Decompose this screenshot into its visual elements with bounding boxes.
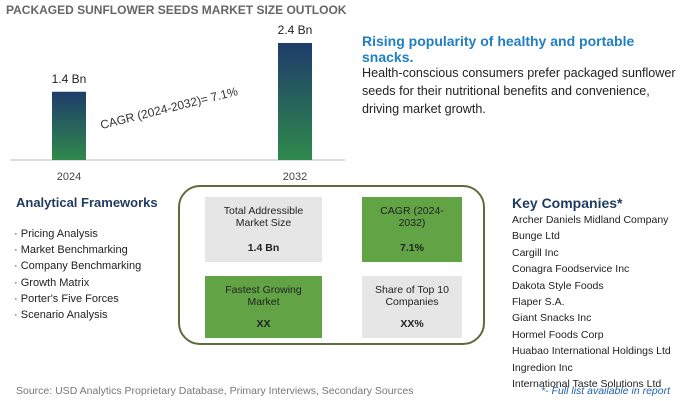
chart: CAGR (2024-2032)= 7.1% 1.4 Bn 2024 2.4 Bn 2… <box>10 23 345 183</box>
framework-item: · Market Benchmarking <box>14 244 128 257</box>
company-item: Conagra Foodservice Inc <box>512 263 630 276</box>
x-tick-label: 2024 <box>57 171 81 183</box>
company-item: Dakota Style Foods <box>512 279 604 292</box>
x-tick-label: 2032 <box>283 171 307 183</box>
metric-value: XX <box>256 318 271 330</box>
bar <box>278 43 312 160</box>
company-item: Hormel Foods Corp <box>512 328 604 341</box>
frameworks-title: Analytical Frameworks <box>16 195 158 210</box>
metric-value: 7.1% <box>400 242 424 254</box>
cagr-annotation: CAGR (2024-2032)= 7.1% <box>99 84 240 132</box>
framework-text: Scenario Analysis <box>20 309 108 321</box>
companies-title: Key Companies* <box>512 195 623 211</box>
framework-item: · Company Benchmarking <box>14 260 142 273</box>
value-label: 2.4 Bn <box>278 23 313 37</box>
company-item: Bunge Ltd <box>512 230 560 243</box>
company-item: Huabao International Holdings Ltd <box>512 345 671 358</box>
metric-value: XX% <box>400 318 424 330</box>
page-title: PACKAGED SUNFLOWER SEEDS MARKET SIZE OUT… <box>6 3 347 17</box>
companies-note: *- Full list available in report <box>541 385 670 397</box>
highlight-text: Health-conscious consumers prefer packag… <box>362 66 676 116</box>
framework-item: · Pricing Analysis <box>14 228 98 240</box>
framework-text: Growth Matrix <box>20 276 90 289</box>
bar <box>52 91 86 160</box>
company-item: Cargill Inc <box>512 246 559 259</box>
metrics-frame <box>178 185 485 345</box>
company-item: Ingredion Inc <box>512 361 573 374</box>
metric-label: Total Addressible Market Size <box>223 205 304 229</box>
framework-text: Porter's Five Forces <box>20 292 119 305</box>
framework-text: Market Benchmarking <box>20 244 128 257</box>
company-item: International Taste Solutions Ltd <box>512 378 662 390</box>
framework-text: Pricing Analysis <box>20 228 98 240</box>
metric-box: Share of Top 10 Companies XX% <box>362 276 462 338</box>
value-label: 1.4 Bn <box>52 72 87 86</box>
source: Source: USD Analytics Proprietary Databa… <box>16 385 414 397</box>
highlight-heading: Rising popularity of healthy and portabl… <box>362 33 635 65</box>
metric-label: CAGR (2024-2032) <box>380 205 444 229</box>
metric-label: Fastest Growing Market <box>225 284 302 308</box>
company-item: Giant Snacks Inc <box>512 312 592 325</box>
company-item: Archer Daniels Midland Company <box>512 214 669 226</box>
framework-text: Company Benchmarking <box>20 260 142 273</box>
metric-box: Fastest Growing Market XX <box>205 276 322 338</box>
metric-box: Total Addressible Market Size 1.4 Bn <box>205 197 322 262</box>
framework-item: · Scenario Analysis <box>14 309 108 321</box>
framework-item: · Growth Matrix <box>14 276 90 289</box>
framework-item: · Porter's Five Forces <box>14 292 119 305</box>
metric-label: Share of Top 10 Companies <box>375 284 449 308</box>
company-item: Flaper S.A. <box>512 296 565 308</box>
metric-box: CAGR (2024-2032) 7.1% <box>362 197 462 262</box>
metric-value: 1.4 Bn <box>247 242 280 254</box>
